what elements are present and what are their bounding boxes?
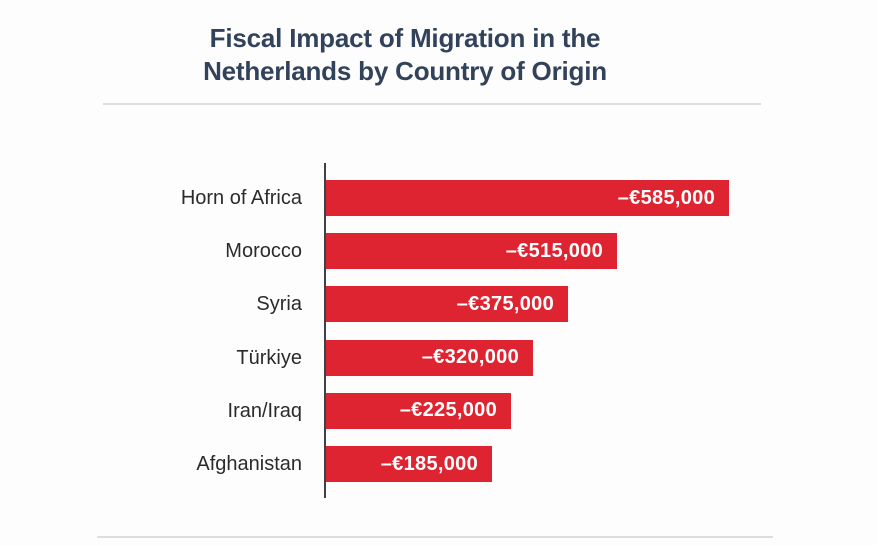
bar: –€515,000 — [326, 233, 617, 270]
bar-value-label: –€515,000 — [505, 239, 603, 262]
category-label: Türkiye — [236, 346, 302, 369]
chart-title-line-2: Netherlands by Country of Origin — [203, 56, 607, 86]
chart-title: Fiscal Impact of Migration in the Nether… — [105, 22, 705, 88]
bar-value-label: –€375,000 — [456, 292, 554, 315]
y-axis-line — [324, 163, 326, 498]
category-label: Syria — [256, 293, 302, 316]
bar-value-label: –€185,000 — [380, 452, 478, 475]
bar-row: Horn of Africa –€585,000 — [0, 180, 877, 216]
title-divider — [103, 103, 761, 105]
bar-row: Türkiye –€320,000 — [0, 339, 877, 376]
bar: –€225,000 — [326, 392, 511, 429]
bar-row: Morocco –€515,000 — [0, 233, 877, 270]
bar: –€185,000 — [326, 446, 492, 482]
bar-row: Afghanistan –€185,000 — [0, 446, 877, 482]
bar-value-label: –€320,000 — [421, 346, 519, 369]
category-label: Horn of Africa — [180, 187, 302, 209]
bar-value-label: –€225,000 — [399, 399, 497, 422]
category-label: Morocco — [225, 240, 302, 263]
bar-value-label: –€585,000 — [617, 186, 715, 209]
bar-row: Syria –€375,000 — [0, 286, 877, 323]
category-label: Afghanistan — [196, 453, 302, 475]
chart-title-line-1: Fiscal Impact of Migration in the — [209, 23, 601, 53]
bar-row: Iran/Iraq –€225,000 — [0, 392, 877, 429]
bar: –€375,000 — [326, 286, 568, 323]
footer-divider — [97, 536, 773, 538]
bar: –€585,000 — [326, 180, 729, 216]
category-label: Iran/Iraq — [227, 399, 302, 422]
bar: –€320,000 — [326, 339, 533, 376]
